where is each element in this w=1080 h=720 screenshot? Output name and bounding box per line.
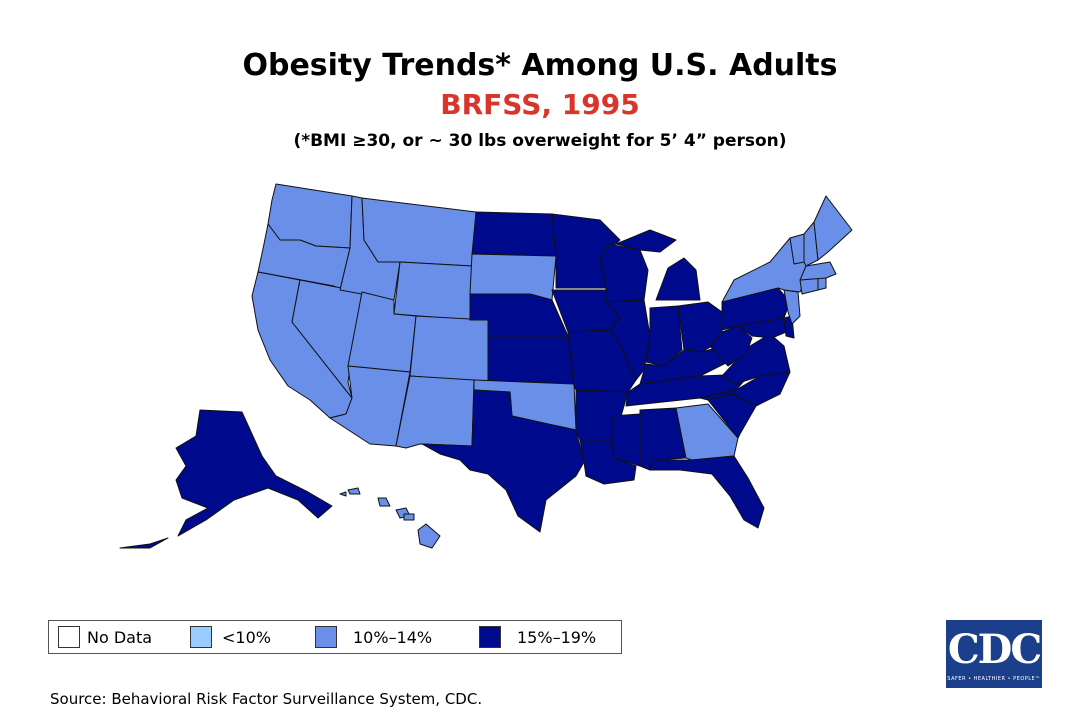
legend-swatch-15-19 xyxy=(479,626,501,648)
state-mi xyxy=(655,257,701,301)
source-note: Source: Behavioral Risk Factor Surveilla… xyxy=(50,690,483,708)
state-nc xyxy=(699,371,791,407)
state-nd xyxy=(471,211,557,257)
state-md xyxy=(737,317,787,339)
state-ma xyxy=(799,261,837,281)
legend-swatch-under-10 xyxy=(190,626,212,648)
legend-swatch-10-14 xyxy=(315,626,337,648)
state-hi xyxy=(339,491,347,497)
cdc-logo-text: CDC xyxy=(947,626,1042,673)
state-ri xyxy=(817,277,827,291)
state-hi xyxy=(403,513,415,521)
cdc-logo: CDC SAFER • HEALTHIER • PEOPLE™ xyxy=(946,620,1042,688)
state-mt xyxy=(361,197,477,267)
state-nm xyxy=(395,375,475,449)
legend-label-15-19: 15%–19% xyxy=(517,628,597,647)
legend-label-no-data: No Data xyxy=(87,628,153,647)
state-sd xyxy=(469,253,557,301)
state-ak xyxy=(119,537,169,549)
bmi-note: (*BMI ≥30, or ~ 30 lbs overweight for 5’… xyxy=(293,131,787,151)
cdc-logo-tagline: SAFER • HEALTHIER • PEOPLE™ xyxy=(947,676,1041,682)
state-wv xyxy=(709,325,753,367)
state-nh xyxy=(803,221,819,267)
state-wa xyxy=(267,183,353,249)
state-tx xyxy=(421,389,585,533)
state-hi xyxy=(417,523,441,549)
state-az xyxy=(329,365,411,447)
state-hi xyxy=(347,487,361,495)
state-mi xyxy=(615,229,677,253)
state-wy xyxy=(393,261,473,321)
state-ks xyxy=(487,335,575,387)
state-co xyxy=(409,315,489,383)
map-title: Obesity Trends* Among U.S. Adults xyxy=(242,48,838,83)
legend-label-under-10: <10% xyxy=(222,628,271,647)
state-ct xyxy=(799,277,819,295)
state-va xyxy=(721,333,791,385)
map-subtitle: BRFSS, 1995 xyxy=(440,88,640,121)
legend: No Data <10% 10%–14% 15%–19% xyxy=(48,620,622,654)
state-ms xyxy=(611,413,641,467)
state-me xyxy=(813,195,853,261)
legend-swatch-no-data xyxy=(58,626,80,648)
state-il xyxy=(605,299,651,381)
state-hi xyxy=(377,497,391,507)
state-ak xyxy=(175,409,333,537)
legend-label-10-14: 10%–14% xyxy=(353,628,433,647)
state-fl xyxy=(649,455,765,529)
state-wi xyxy=(599,243,649,303)
